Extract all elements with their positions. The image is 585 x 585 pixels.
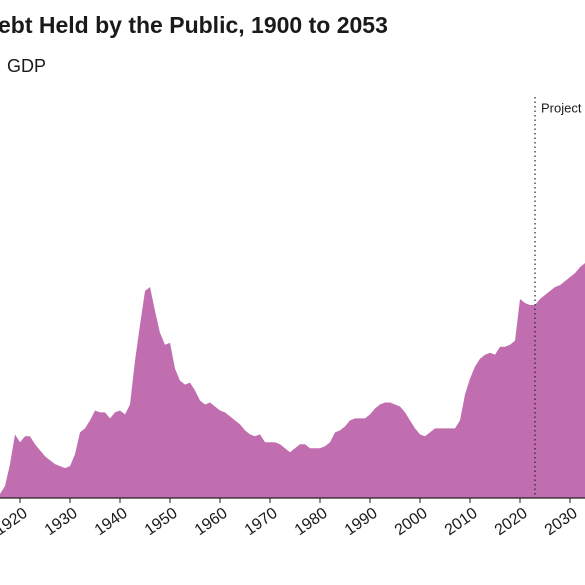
x-tick-label: 2010 [442,505,481,539]
x-tick-label: 1940 [92,505,131,539]
x-tick-label: 2000 [392,505,431,539]
x-tick-label: 1970 [242,505,281,539]
x-tick-label: 1950 [142,505,181,539]
chart-subtitle: GDP [7,56,46,76]
x-tick-label: 1980 [292,505,331,539]
x-tick-label: 2030 [542,505,581,539]
annotation: Project [541,100,582,115]
chart-title: ebt Held by the Public, 1900 to 2053 [0,12,388,38]
x-tick-label: 1930 [42,505,81,539]
x-tick-label: 1920 [0,505,31,539]
x-tick-label: 1990 [342,505,381,539]
area [0,263,585,498]
x-tick-label: 1960 [192,505,231,539]
x-tick-label: 2020 [492,505,531,539]
